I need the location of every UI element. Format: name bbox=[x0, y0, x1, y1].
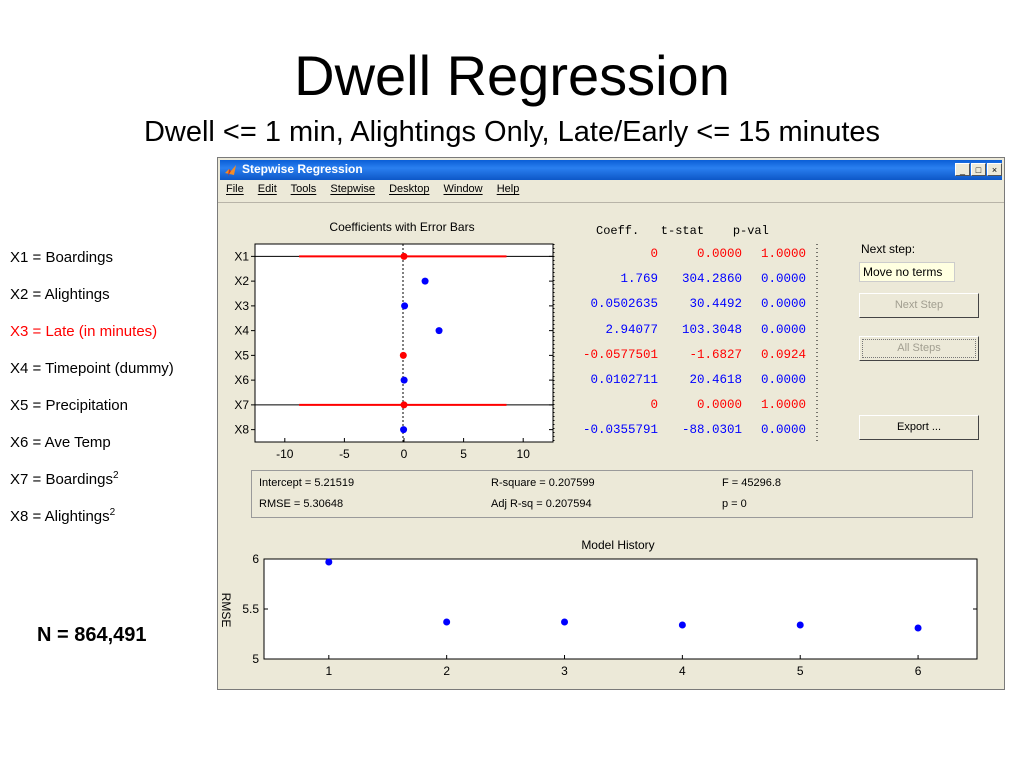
legend-item: X8 = Alightings2 bbox=[10, 507, 116, 525]
menu-tools[interactable]: Tools bbox=[290, 183, 317, 195]
x-tick-label: 1 bbox=[325, 664, 332, 678]
maximize-button[interactable]: □ bbox=[971, 163, 986, 176]
coef-point bbox=[400, 401, 408, 409]
slide-title: Dwell Regression bbox=[294, 44, 730, 107]
history-chart-title: Model History bbox=[581, 538, 654, 552]
coef-table-header: Coeff. t-stat p-val bbox=[596, 224, 769, 238]
y-tick-label: X8 bbox=[234, 423, 249, 437]
y-tick-label: X3 bbox=[234, 299, 249, 313]
coef-point bbox=[400, 252, 408, 260]
legend-item: X5 = Precipitation bbox=[10, 397, 128, 414]
menu-window[interactable]: Window bbox=[443, 183, 483, 195]
y-tick-label: X5 bbox=[234, 348, 249, 362]
all-steps-button[interactable]: All Steps bbox=[859, 336, 979, 361]
legend-item: X2 = Alightings bbox=[10, 286, 110, 303]
menu-edit[interactable]: Edit bbox=[257, 183, 277, 195]
y-tick-label: 5 bbox=[252, 652, 259, 666]
rmse-point bbox=[796, 621, 804, 629]
y-tick-label: X1 bbox=[234, 249, 249, 263]
coef-table: 0 0.0000 1.0000 1.769 304.2860 0.0000 0.0502… bbox=[554, 242, 816, 444]
menu-divider bbox=[218, 202, 1004, 203]
coef-point bbox=[435, 327, 443, 335]
coef-point bbox=[400, 426, 408, 434]
x-tick-label: 3 bbox=[561, 664, 568, 678]
y-tick-label: 6 bbox=[252, 552, 259, 566]
x-tick-label: -5 bbox=[339, 447, 350, 461]
x-tick-label: -10 bbox=[276, 447, 294, 461]
window-titlebar[interactable]: Stepwise Regression _ □ × bbox=[220, 160, 1002, 180]
coef-point bbox=[399, 351, 407, 359]
coef-plot-area bbox=[254, 243, 554, 443]
legend-item: X7 = Boardings2 bbox=[10, 470, 119, 488]
legend-item: X1 = Boardings bbox=[10, 249, 113, 266]
next-step-label: Next step: bbox=[861, 242, 916, 256]
y-tick-label: 5.5 bbox=[242, 602, 259, 616]
rmse-point bbox=[914, 624, 922, 632]
adj-rsq-stat: Adj R-sq = 0.207594 bbox=[491, 498, 592, 510]
export-button[interactable]: Export ... bbox=[859, 415, 979, 440]
p-stat: p = 0 bbox=[722, 498, 747, 510]
menu-stepwise[interactable]: Stepwise bbox=[330, 183, 376, 195]
history-ylabel: RMSE bbox=[219, 593, 233, 628]
x-tick-label: 10 bbox=[517, 447, 531, 461]
window-title: Stepwise Regression bbox=[242, 162, 363, 176]
next-step-value: Move no terms bbox=[859, 262, 955, 282]
legend-item: X3 = Late (in minutes) bbox=[10, 323, 158, 340]
coef-point bbox=[421, 277, 429, 285]
menu-file[interactable]: File bbox=[226, 183, 244, 195]
close-button[interactable]: × bbox=[987, 163, 1002, 176]
table-row[interactable]: 0 0.0000 1.0000 bbox=[650, 247, 806, 261]
rmse-point bbox=[325, 558, 333, 566]
coef-chart-title: Coefficients with Error Bars bbox=[329, 220, 474, 234]
history-plot-area bbox=[263, 558, 978, 660]
next-step-button[interactable]: Next Step bbox=[859, 293, 979, 318]
legend-item: X4 = Timepoint (dummy) bbox=[10, 360, 174, 377]
rmse-point bbox=[561, 618, 569, 626]
x-tick-label: 0 bbox=[401, 447, 408, 461]
rmse-point bbox=[443, 618, 451, 626]
table-row[interactable]: 0 0.0000 1.0000 bbox=[650, 398, 806, 413]
coef-point bbox=[400, 376, 408, 384]
coef-point bbox=[401, 302, 409, 310]
x-tick-label: 5 bbox=[460, 447, 467, 461]
legend-item: X6 = Ave Temp bbox=[10, 434, 111, 451]
y-tick-label: X6 bbox=[234, 373, 249, 387]
intercept-stat: Intercept = 5.21519 bbox=[259, 477, 355, 489]
x-tick-label: 5 bbox=[797, 664, 804, 678]
table-frame bbox=[553, 244, 818, 442]
x-tick-label: 2 bbox=[443, 664, 450, 678]
x-tick-label: 4 bbox=[679, 664, 686, 678]
slide-subtitle: Dwell <= 1 min, Alightings Only, Late/Ea… bbox=[143, 116, 881, 148]
plots-canvas: Coefficients with Error Bars X1 X2 X3 X4 X5 X… bbox=[219, 220, 978, 678]
variable-legend: X1 = Boardings X2 = Alightings X3 = Late… bbox=[10, 244, 174, 540]
table-row[interactable]: 2.94077 103.3048 0.0000 bbox=[605, 322, 806, 337]
y-tick-label: X7 bbox=[234, 398, 249, 412]
table-row[interactable]: -0.0577501 -1.6827 0.0924 bbox=[582, 347, 806, 362]
table-row[interactable]: 0.0502635 30.4492 0.0000 bbox=[590, 297, 806, 312]
rsquare-stat: R-square = 0.207599 bbox=[491, 477, 595, 489]
y-tick-label: X2 bbox=[234, 274, 249, 288]
menu-bar: File Edit Tools Stepwise Desktop Window … bbox=[226, 183, 530, 199]
f-stat: F = 45296.8 bbox=[722, 477, 782, 489]
y-tick-label: X4 bbox=[234, 324, 249, 338]
menu-help[interactable]: Help bbox=[496, 183, 520, 195]
rmse-stat: RMSE = 5.30648 bbox=[259, 498, 344, 510]
sample-size-label: N = 864,491 bbox=[37, 624, 147, 646]
stepwise-regression-window: Stepwise Regression _ □ × File Edit Tool… bbox=[217, 157, 1005, 690]
minimize-button[interactable]: _ bbox=[955, 163, 970, 176]
table-row[interactable]: -0.0355791 -88.0301 0.0000 bbox=[582, 423, 806, 438]
table-row[interactable]: 0.0102711 20.4618 0.0000 bbox=[590, 372, 806, 387]
matlab-logo-icon bbox=[225, 165, 236, 176]
table-row[interactable]: 1.769 304.2860 0.0000 bbox=[620, 272, 806, 287]
x-tick-label: 6 bbox=[915, 664, 922, 678]
model-stats-panel: Intercept = 5.21519 R-square = 0.207599 … bbox=[251, 470, 973, 518]
menu-desktop[interactable]: Desktop bbox=[389, 183, 430, 195]
rmse-point bbox=[678, 621, 686, 629]
